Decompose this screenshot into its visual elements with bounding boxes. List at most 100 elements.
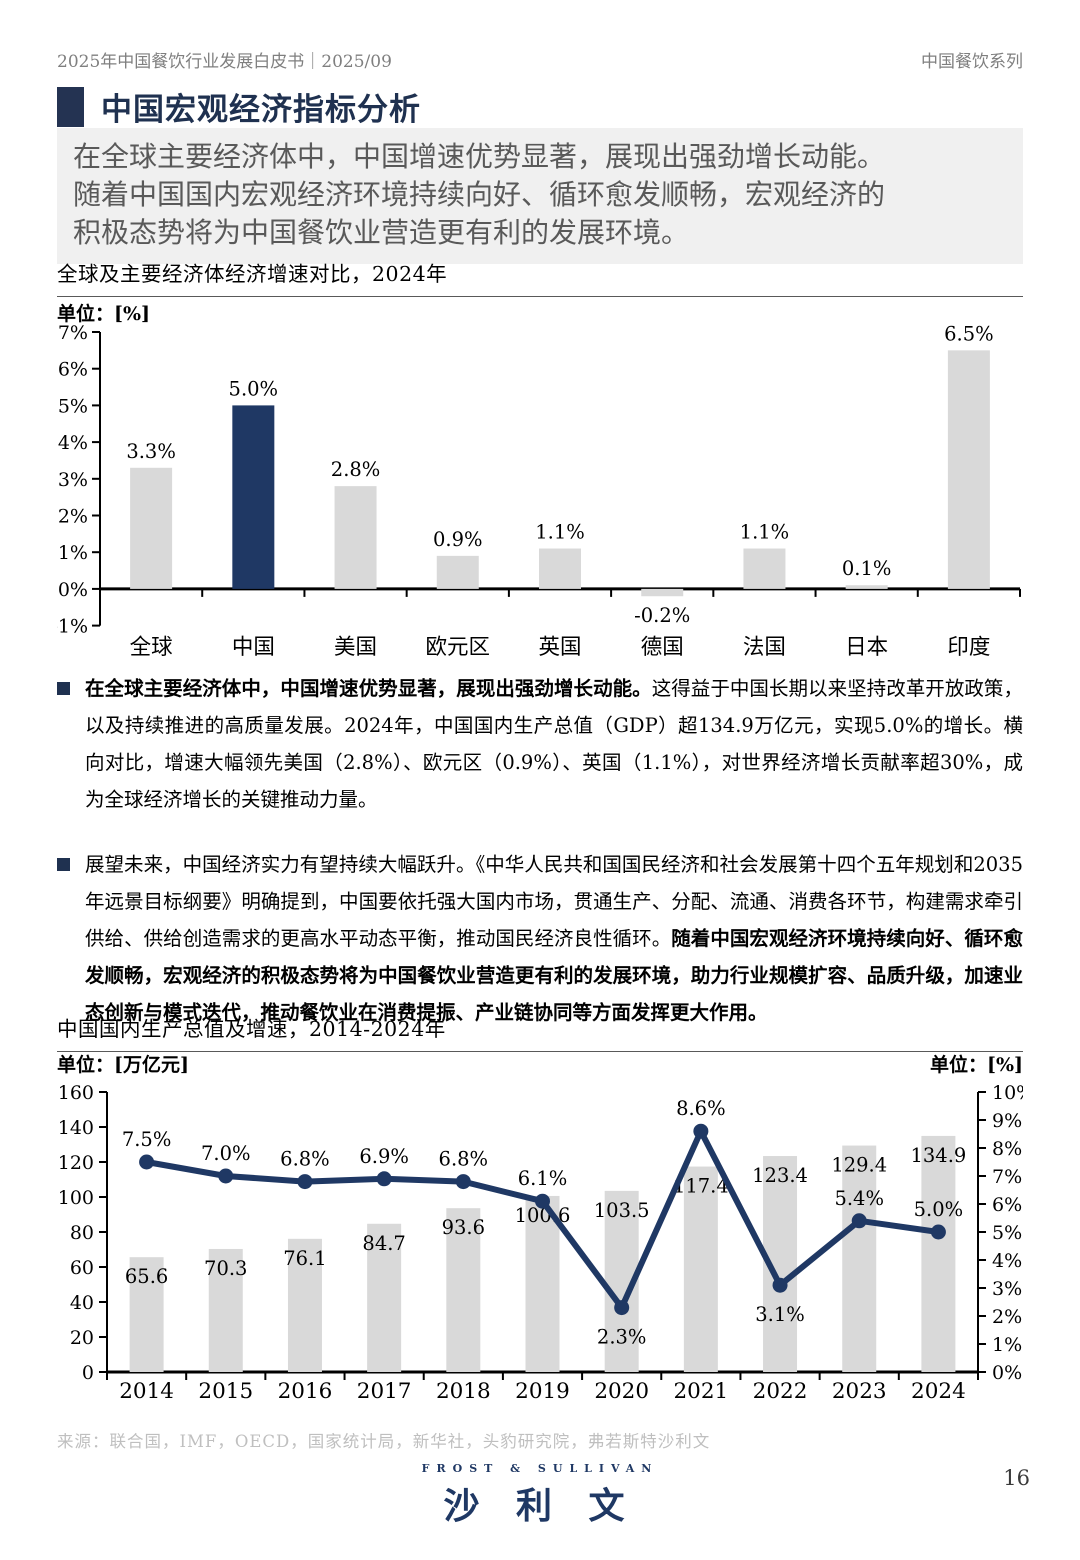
bullet-text: 展望未来，中国经济实力有望持续大幅跃升。《中华人民共和国国民经济和社会发展第十四…	[85, 846, 1023, 1031]
bar-value-label: 1.1%	[535, 521, 585, 544]
gdp-bar	[287, 1238, 322, 1372]
y-axis-tick-label: -1%	[57, 616, 88, 638]
category-label: 法国	[743, 635, 786, 660]
bar	[130, 467, 173, 589]
gdp-bar-value-label: 93.6	[442, 1216, 485, 1239]
bar-value-label: 2.8%	[331, 458, 381, 481]
growth-data-point	[455, 1174, 471, 1190]
growth-data-point	[139, 1154, 155, 1170]
bullet-bold-segment: 随着中国宏观经济环境持续向好、循环愈发顺畅，宏观经济的积极态势将为中国餐饮业营造…	[85, 927, 1023, 1024]
right-y-axis-tick-label: 7%	[992, 1166, 1022, 1188]
growth-value-label: 6.8%	[439, 1148, 489, 1171]
category-label: 中国	[232, 635, 275, 660]
year-label: 2023	[832, 1379, 887, 1404]
y-axis-tick-label: 1%	[58, 542, 88, 564]
bullet-bold-segment: 在全球主要经济体中，中国增速优势显著，展现出强劲增长动能。	[85, 677, 652, 700]
gdp-bar	[921, 1135, 956, 1372]
gdp-bar-value-label: 129.4	[831, 1154, 887, 1177]
growth-data-point	[772, 1277, 788, 1293]
right-y-axis-tick-label: 1%	[992, 1334, 1022, 1356]
growth-data-point	[376, 1171, 392, 1187]
gdp-chart: 0 20 40 60 80 100 120 140 160 0% 1% 2% 3% 4% 5% 6% 7% 8% 9…	[58, 1082, 1023, 1404]
right-y-axis-tick-label: 6%	[992, 1194, 1022, 1216]
logo-english-text: FROST & SULLIVAN	[421, 1462, 659, 1475]
bar	[436, 555, 479, 589]
growth-value-label: 6.1%	[518, 1167, 568, 1190]
gdp-bar-value-label: 103.5	[594, 1199, 650, 1222]
bar-value-label: -0.2%	[634, 604, 690, 627]
page-title: 中国宏观经济指标分析	[101, 92, 421, 128]
bullet-normal-segment: 这得益于中国长期以来坚持改革开放政策，以及持续推进的高质量发展。2024年，中国…	[85, 677, 1023, 811]
gdp-bar	[208, 1248, 243, 1372]
growth-data-point	[218, 1168, 234, 1184]
left-y-axis-tick-label: 80	[70, 1222, 94, 1244]
growth-value-label: 3.1%	[755, 1303, 805, 1326]
bar	[641, 588, 684, 597]
section-title-row: 中国宏观经济指标分析	[57, 84, 421, 129]
highlight-line: 积极态势将为中国餐饮业营造更有利的发展环境。	[73, 216, 690, 249]
bullet-item: 展望未来，中国经济实力有望持续大幅跃升。《中华人民共和国国民经济和社会发展第十四…	[57, 846, 1023, 1031]
gdp-bar	[842, 1145, 877, 1372]
bar-value-label: 0.1%	[842, 557, 892, 580]
category-label: 英国	[538, 635, 581, 660]
header-left-text: 2025年中国餐饮行业发展白皮书｜2025/09	[57, 52, 392, 72]
category-label: 德国	[641, 635, 684, 660]
bar-value-label: 1.1%	[740, 521, 790, 544]
gdp-bar	[129, 1257, 164, 1372]
year-label: 2015	[198, 1379, 253, 1404]
gdp-bar	[525, 1195, 560, 1372]
year-label: 2020	[594, 1379, 649, 1404]
highlight-box: 在全球主要经济体中，中国增速优势显著，展现出强劲增长动能。 随着中国国内宏观经济…	[57, 128, 1023, 264]
page-number: 16	[1003, 1466, 1030, 1490]
gdp-bar-value-label: 76.1	[283, 1247, 326, 1270]
growth-value-label: 6.8%	[280, 1148, 330, 1171]
gdp-bar-value-label: 65.6	[125, 1265, 168, 1288]
highlight-line: 在全球主要经济体中，中国增速优势显著，展现出强劲增长动能。	[73, 140, 886, 173]
bar	[334, 486, 377, 589]
y-axis-tick-label: 6%	[58, 359, 88, 381]
category-label: 日本	[845, 635, 888, 660]
gdp-bar	[683, 1166, 718, 1372]
y-axis-tick-label: 5%	[58, 395, 88, 417]
year-label: 2019	[515, 1379, 570, 1404]
growth-value-label: 6.9%	[359, 1145, 409, 1168]
growth-data-point	[851, 1213, 867, 1229]
bullet-square-icon	[57, 682, 70, 695]
category-label: 欧元区	[426, 635, 491, 660]
left-y-axis-tick-label: 100	[58, 1187, 94, 1209]
growth-data-point	[535, 1193, 550, 1209]
gdp-bar-value-label: 70.3	[204, 1257, 247, 1280]
left-y-axis-tick-label: 40	[70, 1292, 94, 1314]
chart2-title: 中国国内生产总值及增速，2014-2024年	[57, 1012, 1023, 1052]
bar-value-label: 6.5%	[944, 324, 994, 345]
year-label: 2016	[278, 1379, 333, 1404]
right-y-axis-tick-label: 8%	[992, 1138, 1022, 1160]
bar-value-label: 0.9%	[433, 528, 483, 551]
growth-value-label: 7.0%	[201, 1142, 251, 1165]
growth-data-point	[614, 1300, 630, 1316]
source-note: 来源：联合国，IMF，OECD，国家统计局，新华社，头豹研究院，弗若斯特沙利文	[57, 1432, 711, 1451]
year-label: 2022	[753, 1379, 808, 1404]
right-y-axis-tick-label: 9%	[992, 1110, 1022, 1132]
chart1-title: 全球及主要经济体经济增速对比，2024年	[57, 257, 1023, 297]
category-label: 全球	[130, 635, 173, 660]
left-y-axis-tick-label: 160	[58, 1082, 94, 1104]
gdp-bar-value-label: 123.4	[752, 1164, 808, 1187]
left-y-axis-tick-label: 20	[70, 1327, 94, 1349]
gdp-bar-value-label: 117.4	[673, 1175, 729, 1198]
bar	[947, 350, 990, 589]
y-axis-tick-label: 0%	[58, 579, 88, 601]
growth-data-point	[297, 1174, 313, 1190]
bar	[232, 405, 275, 589]
year-label: 2021	[674, 1379, 729, 1404]
right-y-axis-tick-label: 10%	[992, 1082, 1023, 1104]
y-axis-tick-label: 2%	[58, 506, 88, 528]
growth-value-label: 7.5%	[122, 1128, 172, 1151]
right-y-axis-tick-label: 4%	[992, 1250, 1022, 1272]
gdp-bar-value-label: 84.7	[362, 1232, 405, 1255]
bar-value-label: 3.3%	[126, 440, 176, 463]
chart2-unit-right-label: 单位：[%]	[929, 1054, 1023, 1076]
right-y-axis-tick-label: 5%	[992, 1222, 1022, 1244]
bar	[539, 548, 581, 589]
